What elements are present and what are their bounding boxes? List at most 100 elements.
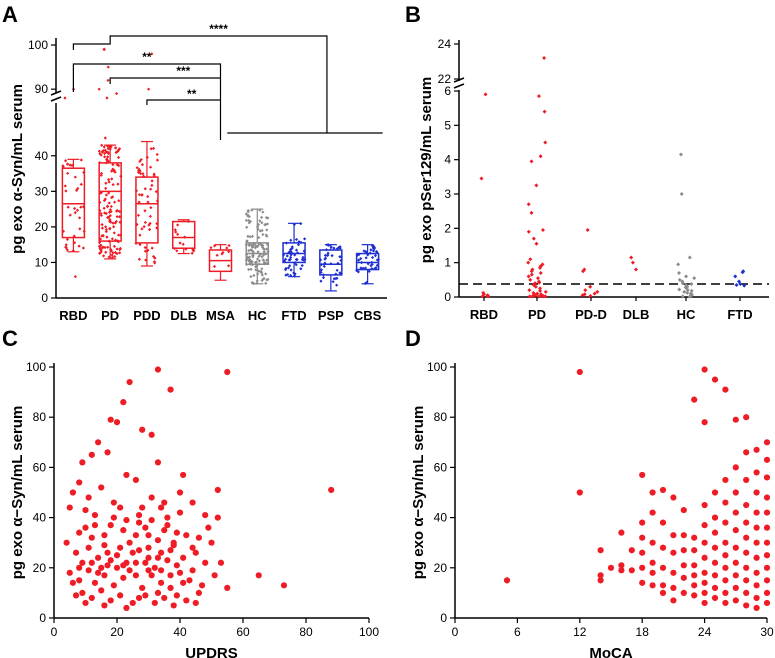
data-point-ftd <box>302 249 306 253</box>
data-point-pd <box>112 225 116 229</box>
data-point <box>763 494 771 501</box>
data-point <box>151 599 158 607</box>
data-point <box>763 509 771 516</box>
data-point-hc <box>255 257 260 261</box>
data-point-pdd <box>153 256 157 260</box>
y-tick-label: 20 <box>35 220 49 234</box>
data-point-pd <box>112 244 117 248</box>
panel-b-scatter-chart: 0 1 2 3 4 5 622 24 pg exo pSer129/mL serum RBD PD P… <box>418 37 769 322</box>
data-point <box>183 532 190 539</box>
data-point <box>763 524 771 531</box>
data-point <box>98 564 105 571</box>
data-point <box>639 471 646 479</box>
y-tick-label: 20 <box>33 561 47 575</box>
data-point-pd <box>98 246 102 250</box>
data-point <box>76 529 83 536</box>
data-point <box>82 524 89 531</box>
data-point-pd-d <box>583 288 588 293</box>
data-point-ftd <box>300 263 304 268</box>
category-label-pd-d: PD-D <box>575 307 607 322</box>
data-point-dlb <box>173 228 177 232</box>
data-point-pd <box>529 159 534 164</box>
data-point <box>618 562 625 569</box>
data-point-pdd <box>152 260 157 264</box>
data-point <box>701 539 708 546</box>
data-point <box>732 544 739 551</box>
x-axis-label: MoCA <box>589 645 632 658</box>
data-point <box>98 484 105 491</box>
data-point <box>189 567 196 574</box>
significance-label: **** <box>209 22 228 36</box>
data-point <box>142 592 149 599</box>
data-point-ftd <box>299 267 303 271</box>
data-point-ftd <box>288 257 292 262</box>
data-point <box>743 519 750 526</box>
data-point <box>753 594 760 602</box>
data-point <box>91 579 99 586</box>
data-point <box>597 547 604 554</box>
data-point-psp <box>323 256 328 260</box>
data-point <box>101 602 108 609</box>
data-point-hc <box>248 258 253 263</box>
data-point-hc <box>680 294 685 299</box>
data-point <box>69 579 76 586</box>
panel-letter-b: B <box>405 2 421 27</box>
data-point-dlb <box>174 230 178 234</box>
data-point-psp <box>338 246 342 250</box>
data-point-ftd <box>289 238 293 242</box>
data-point-hc <box>246 210 250 214</box>
data-point-pd <box>107 210 112 214</box>
data-point-ftd <box>296 243 301 247</box>
data-point <box>132 532 139 539</box>
data-point-pd <box>113 170 117 174</box>
data-point-pdd <box>151 146 156 150</box>
data-point <box>142 524 149 531</box>
y-tick-label: 10 <box>35 255 49 269</box>
data-point-pd <box>541 294 546 299</box>
data-point-msa <box>227 250 231 254</box>
data-point-rbd <box>73 175 77 179</box>
data-point-pd <box>100 226 105 230</box>
data-point-hc <box>247 221 251 225</box>
data-point <box>110 582 117 589</box>
data-point <box>154 554 162 561</box>
data-point-psp <box>335 283 339 287</box>
data-point-ftd <box>288 249 292 253</box>
x-tick-label: 0 <box>51 625 58 639</box>
data-point <box>211 572 218 579</box>
data-point <box>164 514 171 521</box>
data-point <box>701 554 708 561</box>
data-point-hc <box>265 234 269 238</box>
data-point-hc <box>250 234 255 238</box>
data-point-psp <box>322 264 326 269</box>
y-tick-label: 100 <box>28 38 48 52</box>
data-point <box>711 594 719 602</box>
data-point <box>711 489 719 496</box>
data-point-rbd <box>76 186 80 191</box>
data-point <box>649 559 656 566</box>
data-point <box>670 494 677 501</box>
data-point-hc <box>247 267 251 272</box>
data-point <box>117 504 124 511</box>
data-point <box>63 539 70 546</box>
data-point-rbd <box>79 158 83 162</box>
data-point-pd <box>105 157 109 161</box>
y-axis-label: pg exo pSer129/mL serum <box>418 77 435 263</box>
data-point-hc <box>687 294 692 299</box>
category-label-pdd: PDD <box>133 308 160 323</box>
data-point-pdd <box>137 257 141 261</box>
data-point <box>107 597 114 604</box>
category-label-hc: HC <box>677 307 696 322</box>
data-point-hc <box>260 221 264 225</box>
data-point-hc <box>260 273 264 277</box>
data-point-pd <box>110 253 114 257</box>
panel-letter-c: C <box>2 326 18 351</box>
data-point <box>176 489 184 496</box>
data-point-pdd <box>137 200 141 204</box>
data-point-pd-d <box>585 228 590 233</box>
data-point-rbd <box>79 182 83 187</box>
data-point <box>628 567 635 574</box>
data-point-pdd <box>146 194 150 199</box>
data-point-pd <box>107 191 111 195</box>
data-point <box>639 519 646 526</box>
